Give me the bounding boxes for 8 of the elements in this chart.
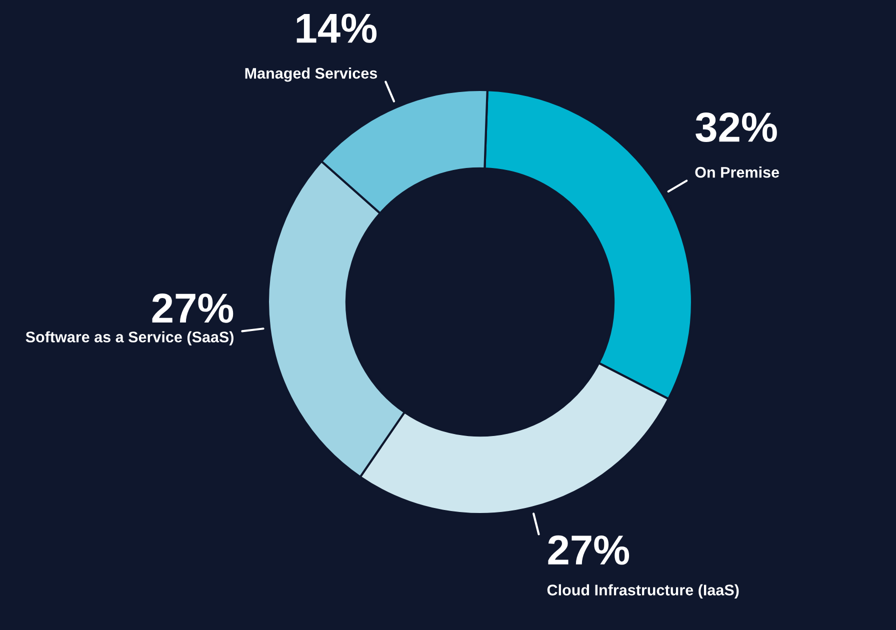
- data-label: 32%: [696, 112, 777, 142]
- slice-label: On Premise: [695, 166, 780, 178]
- slice-label: Software as a Service (SaaS): [26, 331, 234, 346]
- data-label: 27%: [548, 535, 630, 565]
- slice-label: Cloud Infrastructure (IaaS): [547, 584, 739, 598]
- slice-label: Managed Services: [245, 68, 378, 82]
- data-label: 14%: [296, 14, 377, 43]
- data-label: 27%: [152, 293, 234, 323]
